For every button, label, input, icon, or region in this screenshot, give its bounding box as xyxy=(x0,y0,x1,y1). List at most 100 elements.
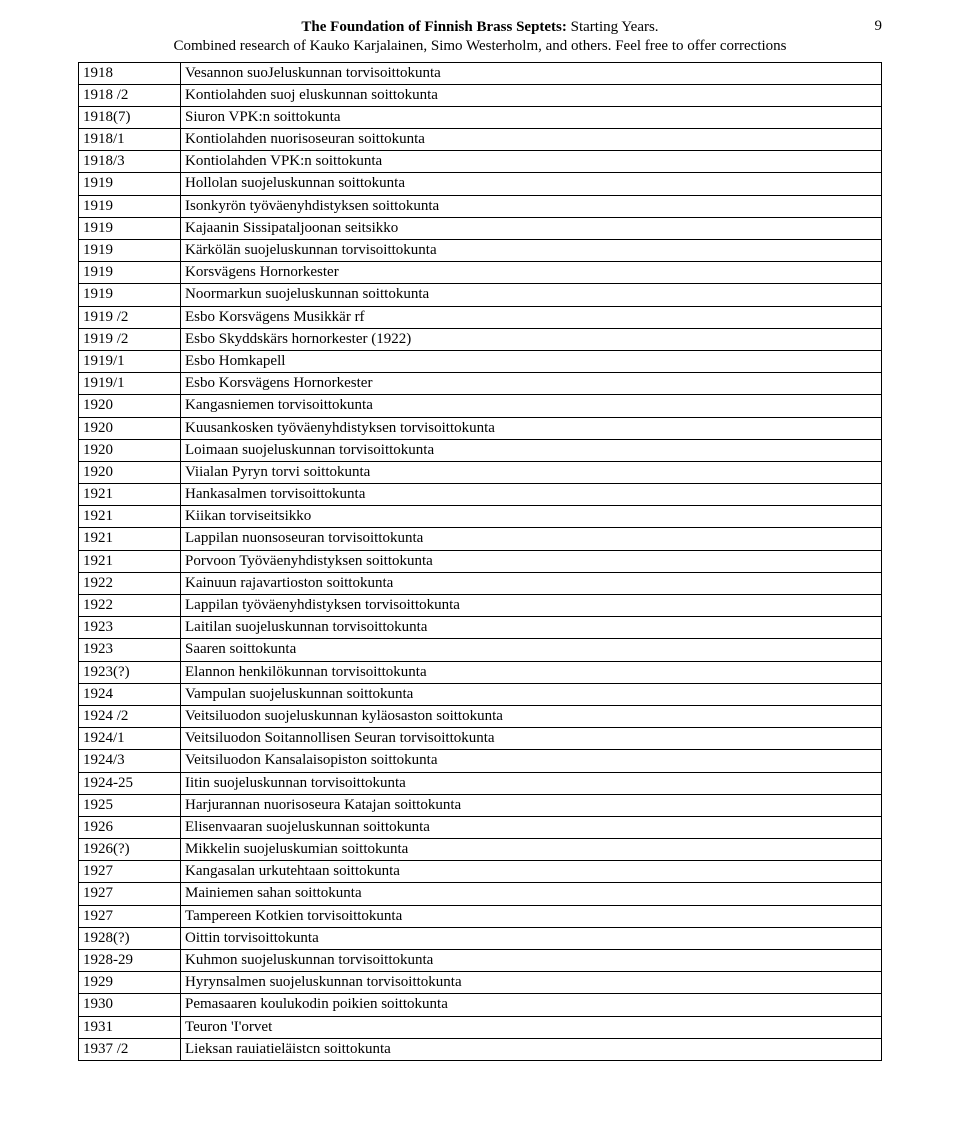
year-cell: 1927 xyxy=(79,883,181,905)
subtitle-line: Combined research of Kauko Karjalainen, … xyxy=(78,37,882,56)
year-cell: 1928-29 xyxy=(79,950,181,972)
table-row: 1929Hyrynsalmen suojeluskunnan torvisoit… xyxy=(79,972,882,994)
name-cell: Veitsiluodon Soitannollisen Seuran torvi… xyxy=(181,728,882,750)
table-row: 1925Harjurannan nuorisoseura Katajan soi… xyxy=(79,794,882,816)
table-row: 1922Kainuun rajavartioston soittokunta xyxy=(79,572,882,594)
year-cell: 1919 xyxy=(79,195,181,217)
table-row: 1924/1Veitsiluodon Soitannollisen Seuran… xyxy=(79,728,882,750)
name-cell: Kiikan torviseitsikko xyxy=(181,506,882,528)
name-cell: Isonkyrön työväenyhdistyksen soittokunta xyxy=(181,195,882,217)
year-cell: 1918 xyxy=(79,62,181,84)
table-row: 1928(?)Oittin torvisoittokunta xyxy=(79,927,882,949)
year-cell: 1919/1 xyxy=(79,350,181,372)
year-cell: 1924 xyxy=(79,683,181,705)
name-cell: Hankasalmen torvisoittokunta xyxy=(181,484,882,506)
table-row: 1919/1Esbo Korsvägens Hornorkester xyxy=(79,373,882,395)
name-cell: Esbo Skyddskärs hornorkester (1922) xyxy=(181,328,882,350)
year-cell: 1927 xyxy=(79,905,181,927)
year-cell: 1919 xyxy=(79,240,181,262)
table-row: 1919Noormarkun suojeluskunnan soittokunt… xyxy=(79,284,882,306)
table-row: 1921Kiikan torviseitsikko xyxy=(79,506,882,528)
name-cell: Kontiolahden suoj eluskunnan soittokunta xyxy=(181,84,882,106)
table-row: 1921Hankasalmen torvisoittokunta xyxy=(79,484,882,506)
year-cell: 1919 xyxy=(79,217,181,239)
table-row: 1920Viialan Pyryn torvi soittokunta xyxy=(79,461,882,483)
title-line: The Foundation of Finnish Brass Septets:… xyxy=(78,18,882,37)
name-cell: Esbo Homkapell xyxy=(181,350,882,372)
name-cell: Kangasalan urkutehtaan soittokunta xyxy=(181,861,882,883)
name-cell: Korsvägens Hornorkester xyxy=(181,262,882,284)
table-row: 1919/1Esbo Homkapell xyxy=(79,350,882,372)
name-cell: Pemasaaren koulukodin poikien soittokunt… xyxy=(181,994,882,1016)
table-row: 1919 /2Esbo Korsvägens Musikkär rf xyxy=(79,306,882,328)
table-row: 1926Elisenvaaran suojeluskunnan soittoku… xyxy=(79,816,882,838)
year-cell: 1921 xyxy=(79,550,181,572)
year-cell: 1918/3 xyxy=(79,151,181,173)
table-row: 1919Isonkyrön työväenyhdistyksen soittok… xyxy=(79,195,882,217)
table-row: 1923Laitilan suojeluskunnan torvisoittok… xyxy=(79,617,882,639)
year-cell: 1924-25 xyxy=(79,772,181,794)
year-cell: 1919 xyxy=(79,262,181,284)
name-cell: Porvoon Työväenyhdistyksen soittokunta xyxy=(181,550,882,572)
name-cell: Mikkelin suojeluskumian soittokunta xyxy=(181,839,882,861)
name-cell: Kärkölän suojeluskunnan torvisoittokunta xyxy=(181,240,882,262)
year-cell: 1925 xyxy=(79,794,181,816)
name-cell: Lappilan työväenyhdistyksen torvisoittok… xyxy=(181,595,882,617)
septets-table: 1918Vesannon suoJeluskunnan torvisoittok… xyxy=(78,62,882,1061)
year-cell: 1919/1 xyxy=(79,373,181,395)
page-number: 9 xyxy=(875,18,883,35)
year-cell: 1931 xyxy=(79,1016,181,1038)
year-cell: 1923(?) xyxy=(79,661,181,683)
title-bold: The Foundation of Finnish Brass Septets: xyxy=(301,19,566,35)
table-row: 1918 /2Kontiolahden suoj eluskunnan soit… xyxy=(79,84,882,106)
year-cell: 1919 /2 xyxy=(79,306,181,328)
year-cell: 1923 xyxy=(79,617,181,639)
table-row: 1921Lappilan nuonsoseuran torvisoittokun… xyxy=(79,528,882,550)
name-cell: Esbo Korsvägens Hornorkester xyxy=(181,373,882,395)
table-row: 1918Vesannon suoJeluskunnan torvisoittok… xyxy=(79,62,882,84)
table-row: 1931Teuron 'I'orvet xyxy=(79,1016,882,1038)
table-row: 1924Vampulan suojeluskunnan soittokunta xyxy=(79,683,882,705)
name-cell: Loimaan suojeluskunnan torvisoittokunta xyxy=(181,439,882,461)
table-row: 1924-25Iitin suojeluskunnan torvisoittok… xyxy=(79,772,882,794)
table-row: 1923(?)Elannon henkilökunnan torvisoitto… xyxy=(79,661,882,683)
table-row: 1923Saaren soittokunta xyxy=(79,639,882,661)
table-row: 1926(?)Mikkelin suojeluskumian soittokun… xyxy=(79,839,882,861)
name-cell: Veitsiluodon Kansalaisopiston soittokunt… xyxy=(181,750,882,772)
year-cell: 1937 /2 xyxy=(79,1038,181,1060)
table-row: 1919 /2Esbo Skyddskärs hornorkester (192… xyxy=(79,328,882,350)
name-cell: Kajaanin Sissipataljoonan seitsikko xyxy=(181,217,882,239)
name-cell: Lieksan rauiatieläistcn soittokunta xyxy=(181,1038,882,1060)
name-cell: Veitsiluodon suojeluskunnan kyläosaston … xyxy=(181,705,882,727)
year-cell: 1918/1 xyxy=(79,129,181,151)
year-cell: 1922 xyxy=(79,595,181,617)
year-cell: 1923 xyxy=(79,639,181,661)
year-cell: 1930 xyxy=(79,994,181,1016)
year-cell: 1928(?) xyxy=(79,927,181,949)
table-row: 1927Tampereen Kotkien torvisoittokunta xyxy=(79,905,882,927)
name-cell: Kontiolahden VPK:n soittokunta xyxy=(181,151,882,173)
year-cell: 1918 /2 xyxy=(79,84,181,106)
table-row: 1920Kangasniemen torvisoittokunta xyxy=(79,395,882,417)
year-cell: 1924/3 xyxy=(79,750,181,772)
name-cell: Mainiemen sahan soittokunta xyxy=(181,883,882,905)
table-row: 1918(7)Siuron VPK:n soittokunta xyxy=(79,106,882,128)
document-header: The Foundation of Finnish Brass Septets:… xyxy=(78,18,882,56)
name-cell: Laitilan suojeluskunnan torvisoittokunta xyxy=(181,617,882,639)
name-cell: Teuron 'I'orvet xyxy=(181,1016,882,1038)
name-cell: Iitin suojeluskunnan torvisoittokunta xyxy=(181,772,882,794)
table-row: 1919Kajaanin Sissipataljoonan seitsikko xyxy=(79,217,882,239)
title-rest: Starting Years. xyxy=(567,19,659,35)
year-cell: 1926(?) xyxy=(79,839,181,861)
name-cell: Kangasniemen torvisoittokunta xyxy=(181,395,882,417)
year-cell: 1921 xyxy=(79,506,181,528)
table-row: 1920Kuusankosken työväenyhdistyksen torv… xyxy=(79,417,882,439)
name-cell: Hyrynsalmen suojeluskunnan torvisoittoku… xyxy=(181,972,882,994)
table-row: 1920Loimaan suojeluskunnan torvisoittoku… xyxy=(79,439,882,461)
table-row: 1937 /2Lieksan rauiatieläistcn soittokun… xyxy=(79,1038,882,1060)
name-cell: Kuusankosken työväenyhdistyksen torvisoi… xyxy=(181,417,882,439)
table-row: 1922Lappilan työväenyhdistyksen torvisoi… xyxy=(79,595,882,617)
name-cell: Tampereen Kotkien torvisoittokunta xyxy=(181,905,882,927)
name-cell: Harjurannan nuorisoseura Katajan soittok… xyxy=(181,794,882,816)
table-row: 1927Mainiemen sahan soittokunta xyxy=(79,883,882,905)
